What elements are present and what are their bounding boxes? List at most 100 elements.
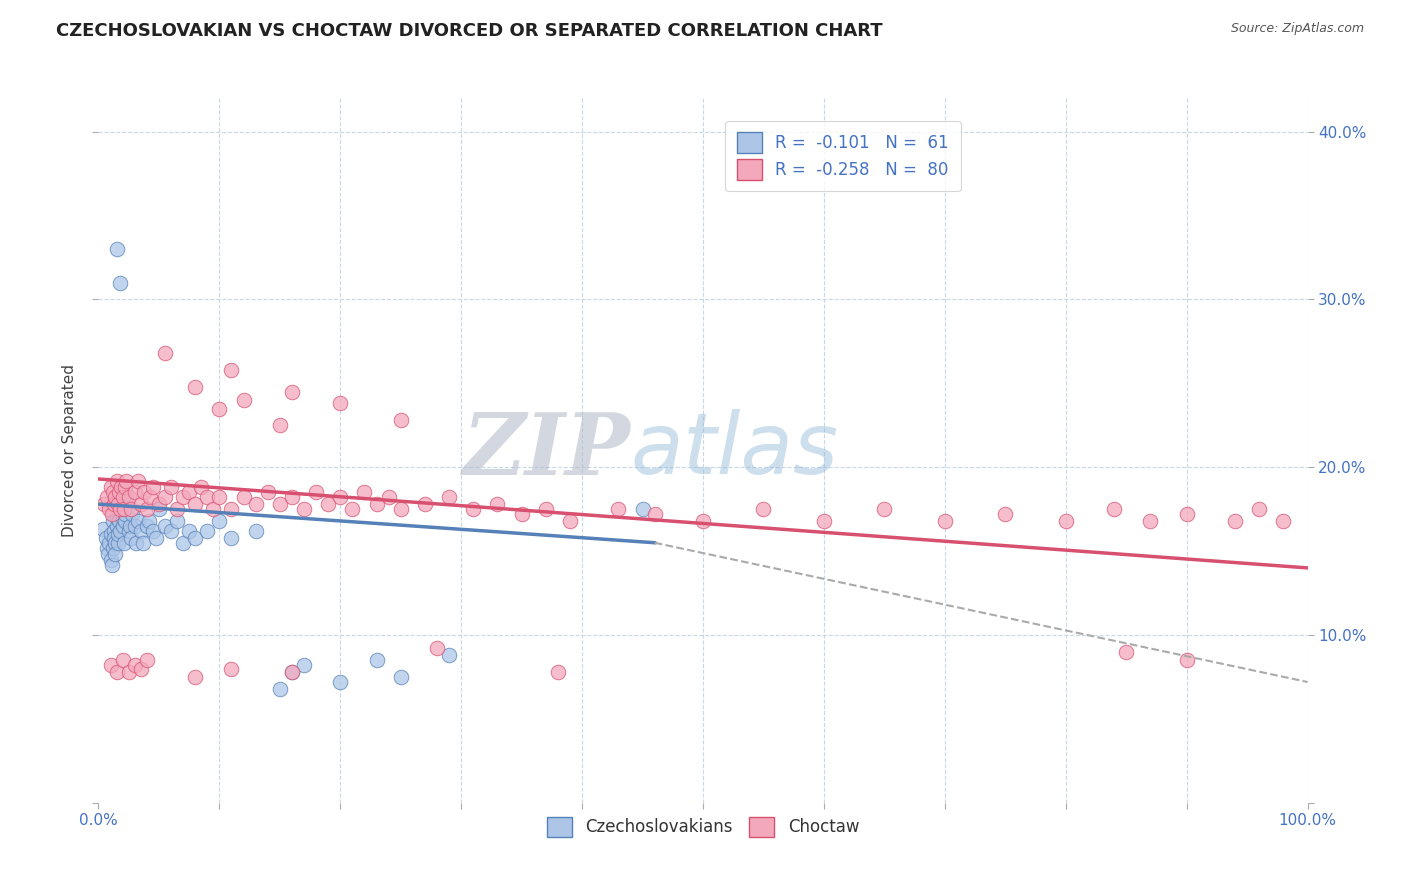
Point: [329, 675, 352, 690]
Point: [195, 524, 218, 538]
Point: [934, 514, 956, 528]
Point: [105, 242, 128, 256]
Point: [1175, 507, 1198, 521]
Point: [153, 491, 176, 505]
Text: atlas: atlas: [630, 409, 838, 492]
Point: [208, 401, 231, 416]
Point: [108, 502, 131, 516]
Point: [135, 519, 157, 533]
Point: [108, 514, 131, 528]
Point: [129, 524, 152, 538]
Point: [93, 497, 115, 511]
Point: [232, 491, 254, 505]
Legend: Czechoslovakians, Choctaw: Czechoslovakians, Choctaw: [540, 810, 866, 844]
Point: [1102, 502, 1125, 516]
Point: [105, 519, 128, 533]
Point: [120, 531, 142, 545]
Point: [108, 524, 131, 538]
Point: [166, 502, 188, 516]
Point: [101, 541, 124, 555]
Point: [115, 474, 138, 488]
Text: ZIP: ZIP: [463, 409, 630, 492]
Point: [1223, 514, 1246, 528]
Point: [134, 485, 156, 500]
Point: [1054, 514, 1077, 528]
Point: [342, 502, 364, 516]
Point: [91, 522, 114, 536]
Point: [426, 641, 449, 656]
Point: [179, 524, 201, 538]
Point: [148, 497, 170, 511]
Point: [413, 497, 436, 511]
Point: [112, 535, 135, 549]
Point: [124, 485, 146, 500]
Point: [329, 491, 352, 505]
Point: [281, 491, 304, 505]
Point: [103, 497, 125, 511]
Point: [110, 497, 132, 511]
Point: [547, 665, 569, 679]
Point: [118, 491, 141, 505]
Point: [135, 502, 157, 516]
Point: [166, 514, 188, 528]
Point: [172, 535, 194, 549]
Point: [127, 514, 149, 528]
Point: [269, 681, 291, 696]
Point: [644, 507, 666, 521]
Point: [118, 665, 141, 679]
Point: [269, 418, 291, 433]
Point: [292, 658, 315, 673]
Point: [121, 507, 143, 521]
Point: [221, 662, 243, 676]
Point: [104, 548, 127, 562]
Point: [281, 384, 304, 399]
Point: [208, 514, 231, 528]
Point: [184, 531, 207, 545]
Point: [692, 514, 714, 528]
Point: [389, 670, 412, 684]
Text: Source: ZipAtlas.com: Source: ZipAtlas.com: [1230, 22, 1364, 36]
Point: [160, 480, 183, 494]
Point: [179, 485, 201, 500]
Point: [108, 485, 131, 500]
Point: [245, 497, 267, 511]
Point: [208, 491, 231, 505]
Point: [120, 502, 142, 516]
Point: [353, 485, 375, 500]
Point: [534, 502, 557, 516]
Point: [100, 527, 122, 541]
Point: [184, 670, 207, 684]
Point: [114, 480, 136, 494]
Point: [108, 507, 131, 521]
Point: [97, 548, 120, 562]
Point: [114, 514, 136, 528]
Point: [96, 541, 118, 555]
Point: [142, 524, 165, 538]
Point: [107, 497, 129, 511]
Point: [232, 393, 254, 408]
Point: [366, 497, 388, 511]
Point: [202, 502, 225, 516]
Point: [145, 531, 167, 545]
Point: [558, 514, 581, 528]
Y-axis label: Divorced or Separated: Divorced or Separated: [62, 364, 77, 537]
Point: [104, 535, 127, 549]
Point: [631, 502, 654, 516]
Point: [752, 502, 775, 516]
Point: [281, 665, 304, 679]
Point: [100, 552, 122, 566]
Point: [1249, 502, 1271, 516]
Point: [101, 514, 124, 528]
Point: [103, 524, 125, 538]
Point: [1175, 653, 1198, 667]
Point: [607, 502, 630, 516]
Point: [437, 491, 460, 505]
Point: [115, 491, 138, 505]
Point: [245, 524, 267, 538]
Point: [389, 413, 412, 427]
Point: [107, 535, 129, 549]
Point: [221, 363, 243, 377]
Point: [101, 485, 124, 500]
Point: [94, 531, 117, 545]
Point: [129, 662, 152, 676]
